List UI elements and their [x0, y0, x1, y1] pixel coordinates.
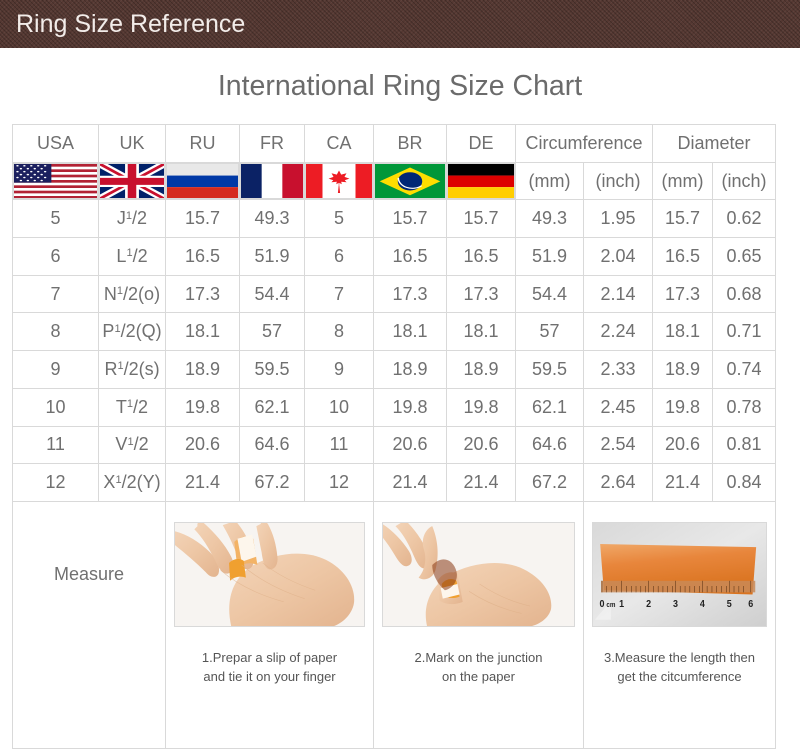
svg-text:cm: cm — [606, 602, 615, 610]
svg-text:4: 4 — [700, 598, 706, 610]
svg-text:5: 5 — [727, 598, 733, 610]
svg-text:1: 1 — [619, 598, 625, 610]
svg-text:0: 0 — [599, 598, 605, 610]
svg-text:3: 3 — [673, 598, 679, 610]
svg-text:2: 2 — [646, 598, 652, 610]
svg-text:6: 6 — [748, 598, 754, 610]
